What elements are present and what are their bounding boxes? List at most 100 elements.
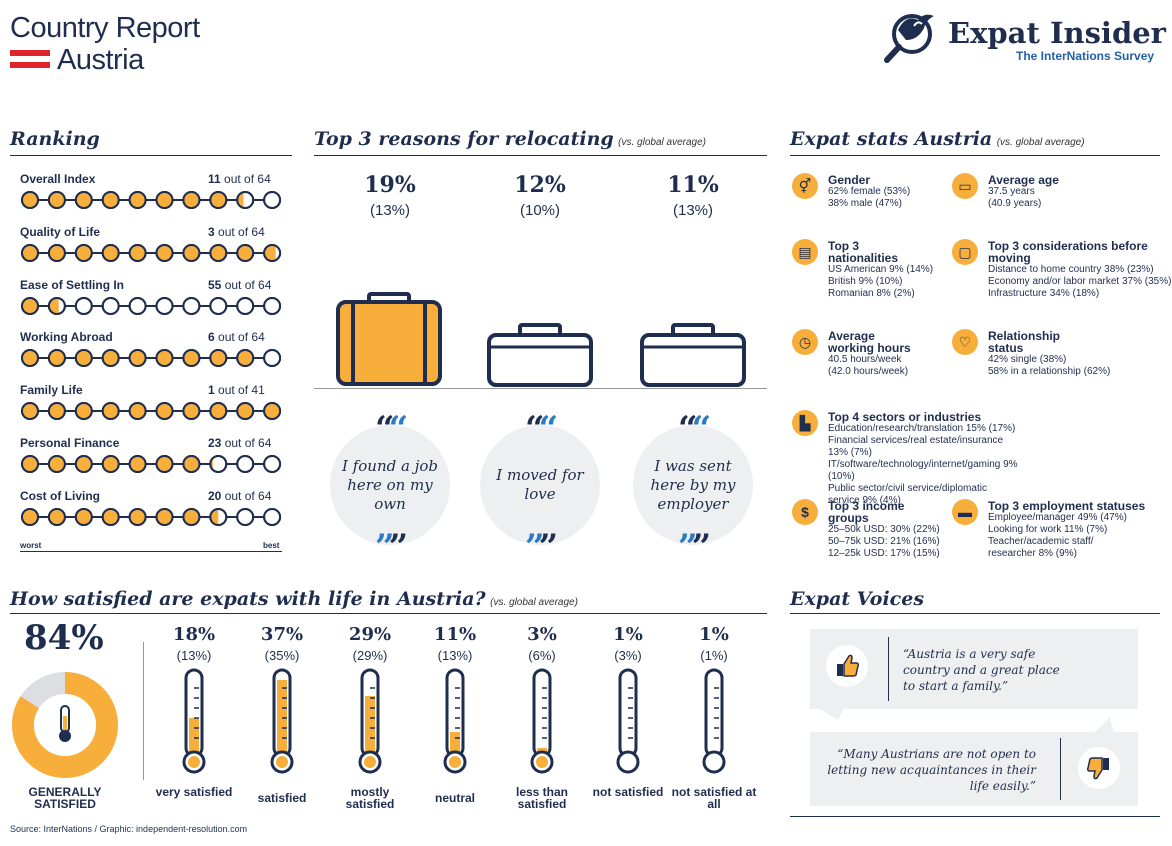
donut-satisfied-arc <box>12 672 118 778</box>
stat-lines: 62% female (53%) 38% male (47%) <box>828 186 968 210</box>
stats-divider <box>790 155 1160 156</box>
stat-line: 38% male (47%) <box>828 198 902 209</box>
voices-divider <box>790 613 1160 614</box>
reason-global-avg: (13%) <box>672 202 713 219</box>
ranking-score: 6 out of 64 <box>208 330 265 344</box>
stat-title: Average age <box>988 173 1059 187</box>
stat-line: Employee/manager 49% (47%) <box>988 512 1127 523</box>
stat-line: 50–75k USD: 21% (16%) <box>828 536 940 547</box>
stat-title: Relationship status <box>988 329 1061 355</box>
ranking-label: Working Abroad <box>20 330 113 345</box>
thumbs-up-icon <box>826 645 868 687</box>
stat-line: Looking for work 11% (7%) <box>988 524 1108 535</box>
overall-satisfied-label: GENERALLY SATISFIED <box>28 785 102 811</box>
thermometer-gauge <box>528 668 556 781</box>
ranking-out-of: out of 64 <box>224 436 272 450</box>
satisfaction-pct: 37% <box>260 624 304 645</box>
stat-line: Public sector/civil service/diplomatic s… <box>828 483 987 506</box>
thermometer-gauge <box>700 668 728 781</box>
satisfaction-subtitle: (vs. global average) <box>490 597 578 608</box>
report-title: Country Report <box>10 12 200 44</box>
thermometer-gauge <box>356 668 384 781</box>
ranking-dot-track <box>20 454 282 474</box>
thermometer-fill <box>365 696 375 754</box>
stat-line: 42% single (38%) <box>988 354 1067 365</box>
brand-subtitle: The InterNations Survey <box>1016 49 1155 63</box>
satisfaction-label: very satisfied <box>155 785 233 799</box>
scale-best-label: best <box>263 541 280 550</box>
reason-text: I moved for love <box>480 425 600 545</box>
stat-line: (40.9 years) <box>988 198 1042 209</box>
ranking-rank: 6 <box>208 330 215 345</box>
reasons-heading: Top 3 reasons for relocating (vs. global… <box>314 128 706 150</box>
thermometer-fill <box>189 718 199 754</box>
suitcase-icon <box>639 323 747 392</box>
reasons-title: Top 3 reasons for relocating <box>314 128 614 150</box>
stat-line: Financial services/real estate/insurance… <box>828 435 1004 458</box>
stat-lines: Education/research/translation 15% (17%)… <box>828 423 1018 507</box>
satisfaction-heading: How satisfied are expats with life in Au… <box>10 588 578 610</box>
stat-line: 12–25k USD: 17% (15%) <box>828 548 940 559</box>
satisfaction-divider <box>10 613 767 614</box>
money-icon: $ <box>792 499 818 525</box>
ranking-out-of: out of 64 <box>218 330 265 345</box>
ranking-label: Family Life <box>20 383 83 398</box>
ranking-label: Overall Index <box>20 172 96 186</box>
reasons-baseline <box>314 388 767 389</box>
reason-text: I was sent here by my employer <box>633 425 753 545</box>
voice-quote-rule-1 <box>888 637 889 701</box>
satisfaction-global-avg: (13%) <box>437 648 473 663</box>
reasons-divider <box>314 155 767 156</box>
brand-name: Expat Insider <box>948 16 1166 50</box>
satisfaction-label: not satisfied at all <box>671 785 757 811</box>
close-quote-icon: ”” <box>525 527 559 567</box>
satisfaction-pct: 18% <box>172 624 216 645</box>
ranking-score: 3 out of 64 <box>208 225 265 239</box>
stat-line: British 9% (10%) <box>828 276 903 287</box>
satisfaction-label: not satisfied <box>592 785 664 799</box>
satisfaction-global-avg: (13%) <box>176 648 212 663</box>
ranking-out-of: out of 64 <box>224 277 272 292</box>
satisfaction-pct: 3% <box>527 624 557 645</box>
ranking-score: 1 out of 41 <box>208 383 265 397</box>
stat-line: 37.5 years <box>988 186 1035 197</box>
stat-line: Economy and/or labor market 37% (35%) <box>988 276 1172 287</box>
ranking-dot-track <box>20 243 282 263</box>
stats-subtitle: (vs. global average) <box>996 137 1085 148</box>
stat-line: 40.5 hours/week <box>828 354 902 365</box>
reason-global-avg: (13%) <box>369 202 410 219</box>
ranking-score: 11 out of 64 <box>208 172 271 186</box>
ranking-rank: 23 <box>208 436 222 450</box>
ranking-rank: 11 <box>208 172 221 186</box>
source-credit: Source: InterNations / Graphic: independ… <box>10 824 248 834</box>
stats-title: Expat stats Austria <box>790 128 993 150</box>
gender-icon: ⚥ <box>792 173 818 199</box>
thermometer-gauge <box>180 668 208 781</box>
satisfaction-global-avg: (29%) <box>352 648 388 663</box>
stat-lines: 42% single (38%) 58% in a relationship (6… <box>988 354 1172 378</box>
satisfaction-pct: 1% <box>699 624 729 645</box>
stat-line: Distance to home country 38% (23%) <box>988 264 1154 275</box>
stat-line: Teacher/academic staff/ <box>988 536 1094 547</box>
stat-line: Education/research/translation 15% (17%) <box>828 423 1016 434</box>
ranking-out-of: out of 64 <box>224 172 271 186</box>
ranking-score: 55 out of 64 <box>208 278 271 292</box>
satisfaction-donut <box>10 670 120 780</box>
country-name: Austria <box>57 44 144 76</box>
voice-quote-rule-2 <box>1060 738 1061 800</box>
passport-icon: ▤ <box>792 239 818 265</box>
satisfaction-pct: 11% <box>433 624 477 645</box>
stat-line: IT/software/technology/internet/gaming 9… <box>828 459 1018 482</box>
thermometer-fill <box>277 680 287 754</box>
scale-worst-label: worst <box>20 541 42 550</box>
ranking-rank: 55 <box>208 277 222 292</box>
ranking-out-of: out of 41 <box>218 383 265 398</box>
ranking-label: Personal Finance <box>20 436 120 450</box>
voice-tail-positive <box>818 708 844 720</box>
ranking-label: Cost of Living <box>20 488 100 503</box>
ranking-divider <box>10 155 292 156</box>
stat-title: Top 3 nationalities <box>828 239 899 265</box>
ranking-dot-track <box>20 348 282 368</box>
thumbs-down-icon <box>1078 747 1120 789</box>
voice-tail-negative <box>1094 717 1114 733</box>
